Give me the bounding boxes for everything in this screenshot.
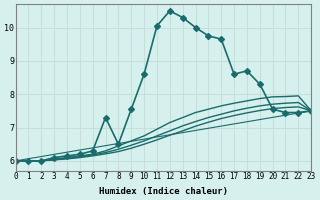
X-axis label: Humidex (Indice chaleur): Humidex (Indice chaleur): [99, 187, 228, 196]
